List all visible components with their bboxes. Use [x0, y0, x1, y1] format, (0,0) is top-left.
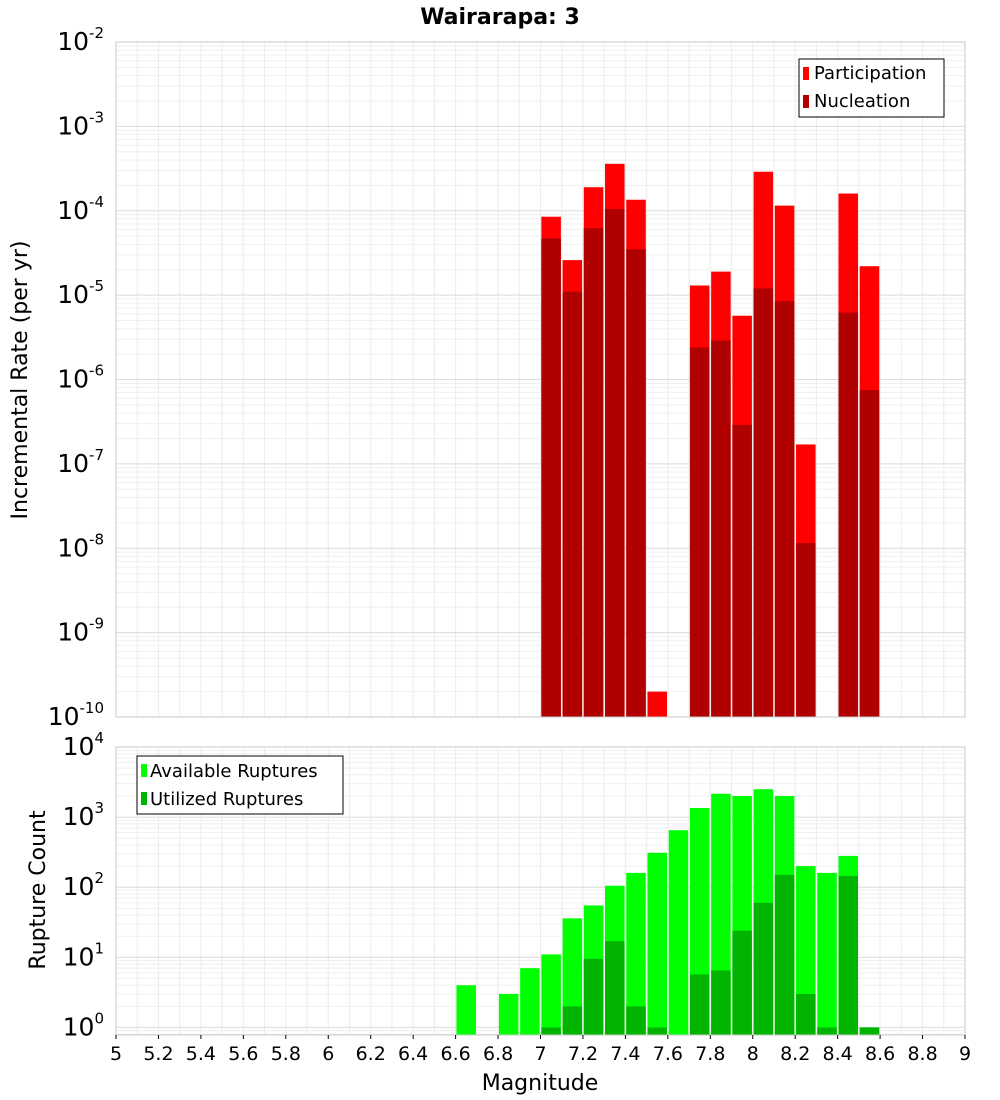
x-tick-label: 7.4	[610, 1043, 640, 1065]
y-tick-label: 10-4	[57, 193, 104, 225]
x-tick-label: 8.2	[780, 1043, 810, 1065]
bar-available-ruptures	[456, 985, 476, 1035]
bar-utilized-ruptures	[753, 902, 774, 1035]
legend-label-participation: Participation	[814, 63, 926, 84]
bar-available-ruptures	[541, 954, 561, 1035]
top-legend: Participation Nucleation	[798, 58, 945, 118]
legend-label-nucleation: Nucleation	[814, 91, 910, 112]
x-tick-label: 8.6	[865, 1043, 895, 1065]
x-tick-label: 5.8	[271, 1043, 301, 1065]
bar-available-ruptures	[817, 872, 837, 1035]
bar-utilized-ruptures	[817, 1027, 837, 1035]
x-axis-title: Magnitude	[482, 1071, 599, 1096]
bar-nucleation	[583, 228, 604, 717]
bar-nucleation	[753, 288, 774, 717]
bar-nucleation	[562, 291, 583, 717]
bottom-y-axis-title: Rupture Count	[26, 810, 51, 970]
bar-utilized-ruptures	[689, 974, 710, 1035]
x-tick-label: 8.8	[907, 1043, 937, 1065]
legend-label-available: Available Ruptures	[150, 761, 318, 782]
x-tick-label: 6.8	[483, 1043, 513, 1065]
legend-swatch-available	[141, 764, 147, 777]
bar-nucleation	[689, 347, 710, 717]
legend-swatch-nucleation	[803, 95, 809, 108]
bar-nucleation	[626, 249, 646, 718]
bar-utilized-ruptures	[859, 1027, 880, 1035]
y-tick-label: 10-10	[48, 699, 104, 731]
bar-available-ruptures	[668, 830, 689, 1035]
bar-nucleation	[859, 390, 880, 717]
y-tick-label: 10-3	[57, 108, 104, 140]
x-tick-label: 8.4	[823, 1043, 853, 1065]
bar-utilized-ruptures	[838, 875, 859, 1035]
y-tick-label: 102	[63, 869, 104, 901]
legend-swatch-participation	[803, 67, 809, 80]
bar-available-ruptures	[562, 918, 583, 1035]
x-tick-label: 5.6	[228, 1043, 258, 1065]
bar-participation	[647, 691, 668, 717]
bar-utilized-ruptures	[647, 1027, 668, 1035]
bottom-bars	[456, 789, 880, 1035]
bottom-legend: Available Ruptures Utilized Ruptures	[136, 755, 344, 815]
x-tick-label: 5.4	[186, 1043, 216, 1065]
y-tick-label: 10-5	[57, 277, 104, 309]
x-tick-label: 8	[747, 1043, 759, 1065]
y-tick-label: 101	[63, 939, 104, 971]
y-tick-label: 10-7	[57, 446, 104, 478]
bar-available-ruptures	[520, 968, 540, 1035]
bar-nucleation	[838, 312, 859, 717]
bar-utilized-ruptures	[796, 993, 816, 1035]
top-y-axis-title: Incremental Rate (per yr)	[8, 241, 33, 520]
bar-nucleation	[796, 543, 816, 717]
bottom-y-ticks: 104 103 102 101 100	[63, 729, 104, 1041]
bar-available-ruptures	[647, 852, 668, 1035]
bar-available-ruptures	[796, 866, 816, 1035]
chart-title: Wairarapa: 3	[420, 5, 580, 30]
bar-nucleation	[711, 340, 731, 717]
y-tick-label: 103	[63, 799, 104, 831]
top-bars	[541, 163, 880, 718]
x-tick-label: 6.4	[398, 1043, 428, 1065]
y-tick-label: 100	[63, 1009, 104, 1041]
y-tick-label: 10-6	[57, 362, 104, 394]
y-tick-label: 10-2	[57, 24, 104, 56]
bar-nucleation	[541, 238, 561, 717]
bar-nucleation	[605, 208, 625, 717]
bar-utilized-ruptures	[583, 958, 604, 1035]
bar-available-ruptures	[626, 872, 646, 1035]
bar-utilized-ruptures	[732, 930, 752, 1035]
top-y-ticks: 10-2 10-3 10-4 10-5 10-6 10-7 10-8 10-9 10-10	[48, 24, 104, 731]
y-tick-label: 10-8	[57, 530, 104, 562]
bar-available-ruptures	[498, 993, 519, 1035]
bar-utilized-ruptures	[605, 941, 625, 1035]
x-tick-label: 6	[322, 1043, 334, 1065]
x-tick-label: 7.6	[653, 1043, 683, 1065]
top-plot-frame	[115, 41, 966, 718]
y-tick-label: 104	[63, 729, 104, 761]
x-tick-label: 9	[959, 1043, 971, 1065]
x-tick-label: 6.6	[440, 1043, 470, 1065]
x-tick-label: 5.2	[143, 1043, 173, 1065]
bar-utilized-ruptures	[541, 1027, 561, 1035]
legend-swatch-utilized	[141, 792, 147, 805]
bar-utilized-ruptures	[711, 970, 731, 1035]
x-tick-label: 5	[110, 1043, 122, 1065]
bar-nucleation	[774, 301, 795, 717]
x-tick-label: 7.2	[568, 1043, 598, 1065]
y-tick-label: 10-9	[57, 615, 104, 647]
bar-nucleation	[732, 424, 752, 717]
x-tick-label: 6.2	[356, 1043, 386, 1065]
bar-utilized-ruptures	[562, 1006, 583, 1035]
x-tick-label: 7	[534, 1043, 546, 1065]
x-ticks: 5 5.2 5.4 5.6 5.8 6 6.2 6.4 6.6 6.8 7 7.2 7.4 7.6 7.8 8…	[110, 1035, 971, 1065]
bar-utilized-ruptures	[774, 874, 795, 1035]
bar-utilized-ruptures	[626, 1006, 646, 1035]
top-grid	[115, 42, 966, 718]
x-tick-label: 7.8	[695, 1043, 725, 1065]
legend-label-utilized: Utilized Ruptures	[150, 789, 303, 810]
